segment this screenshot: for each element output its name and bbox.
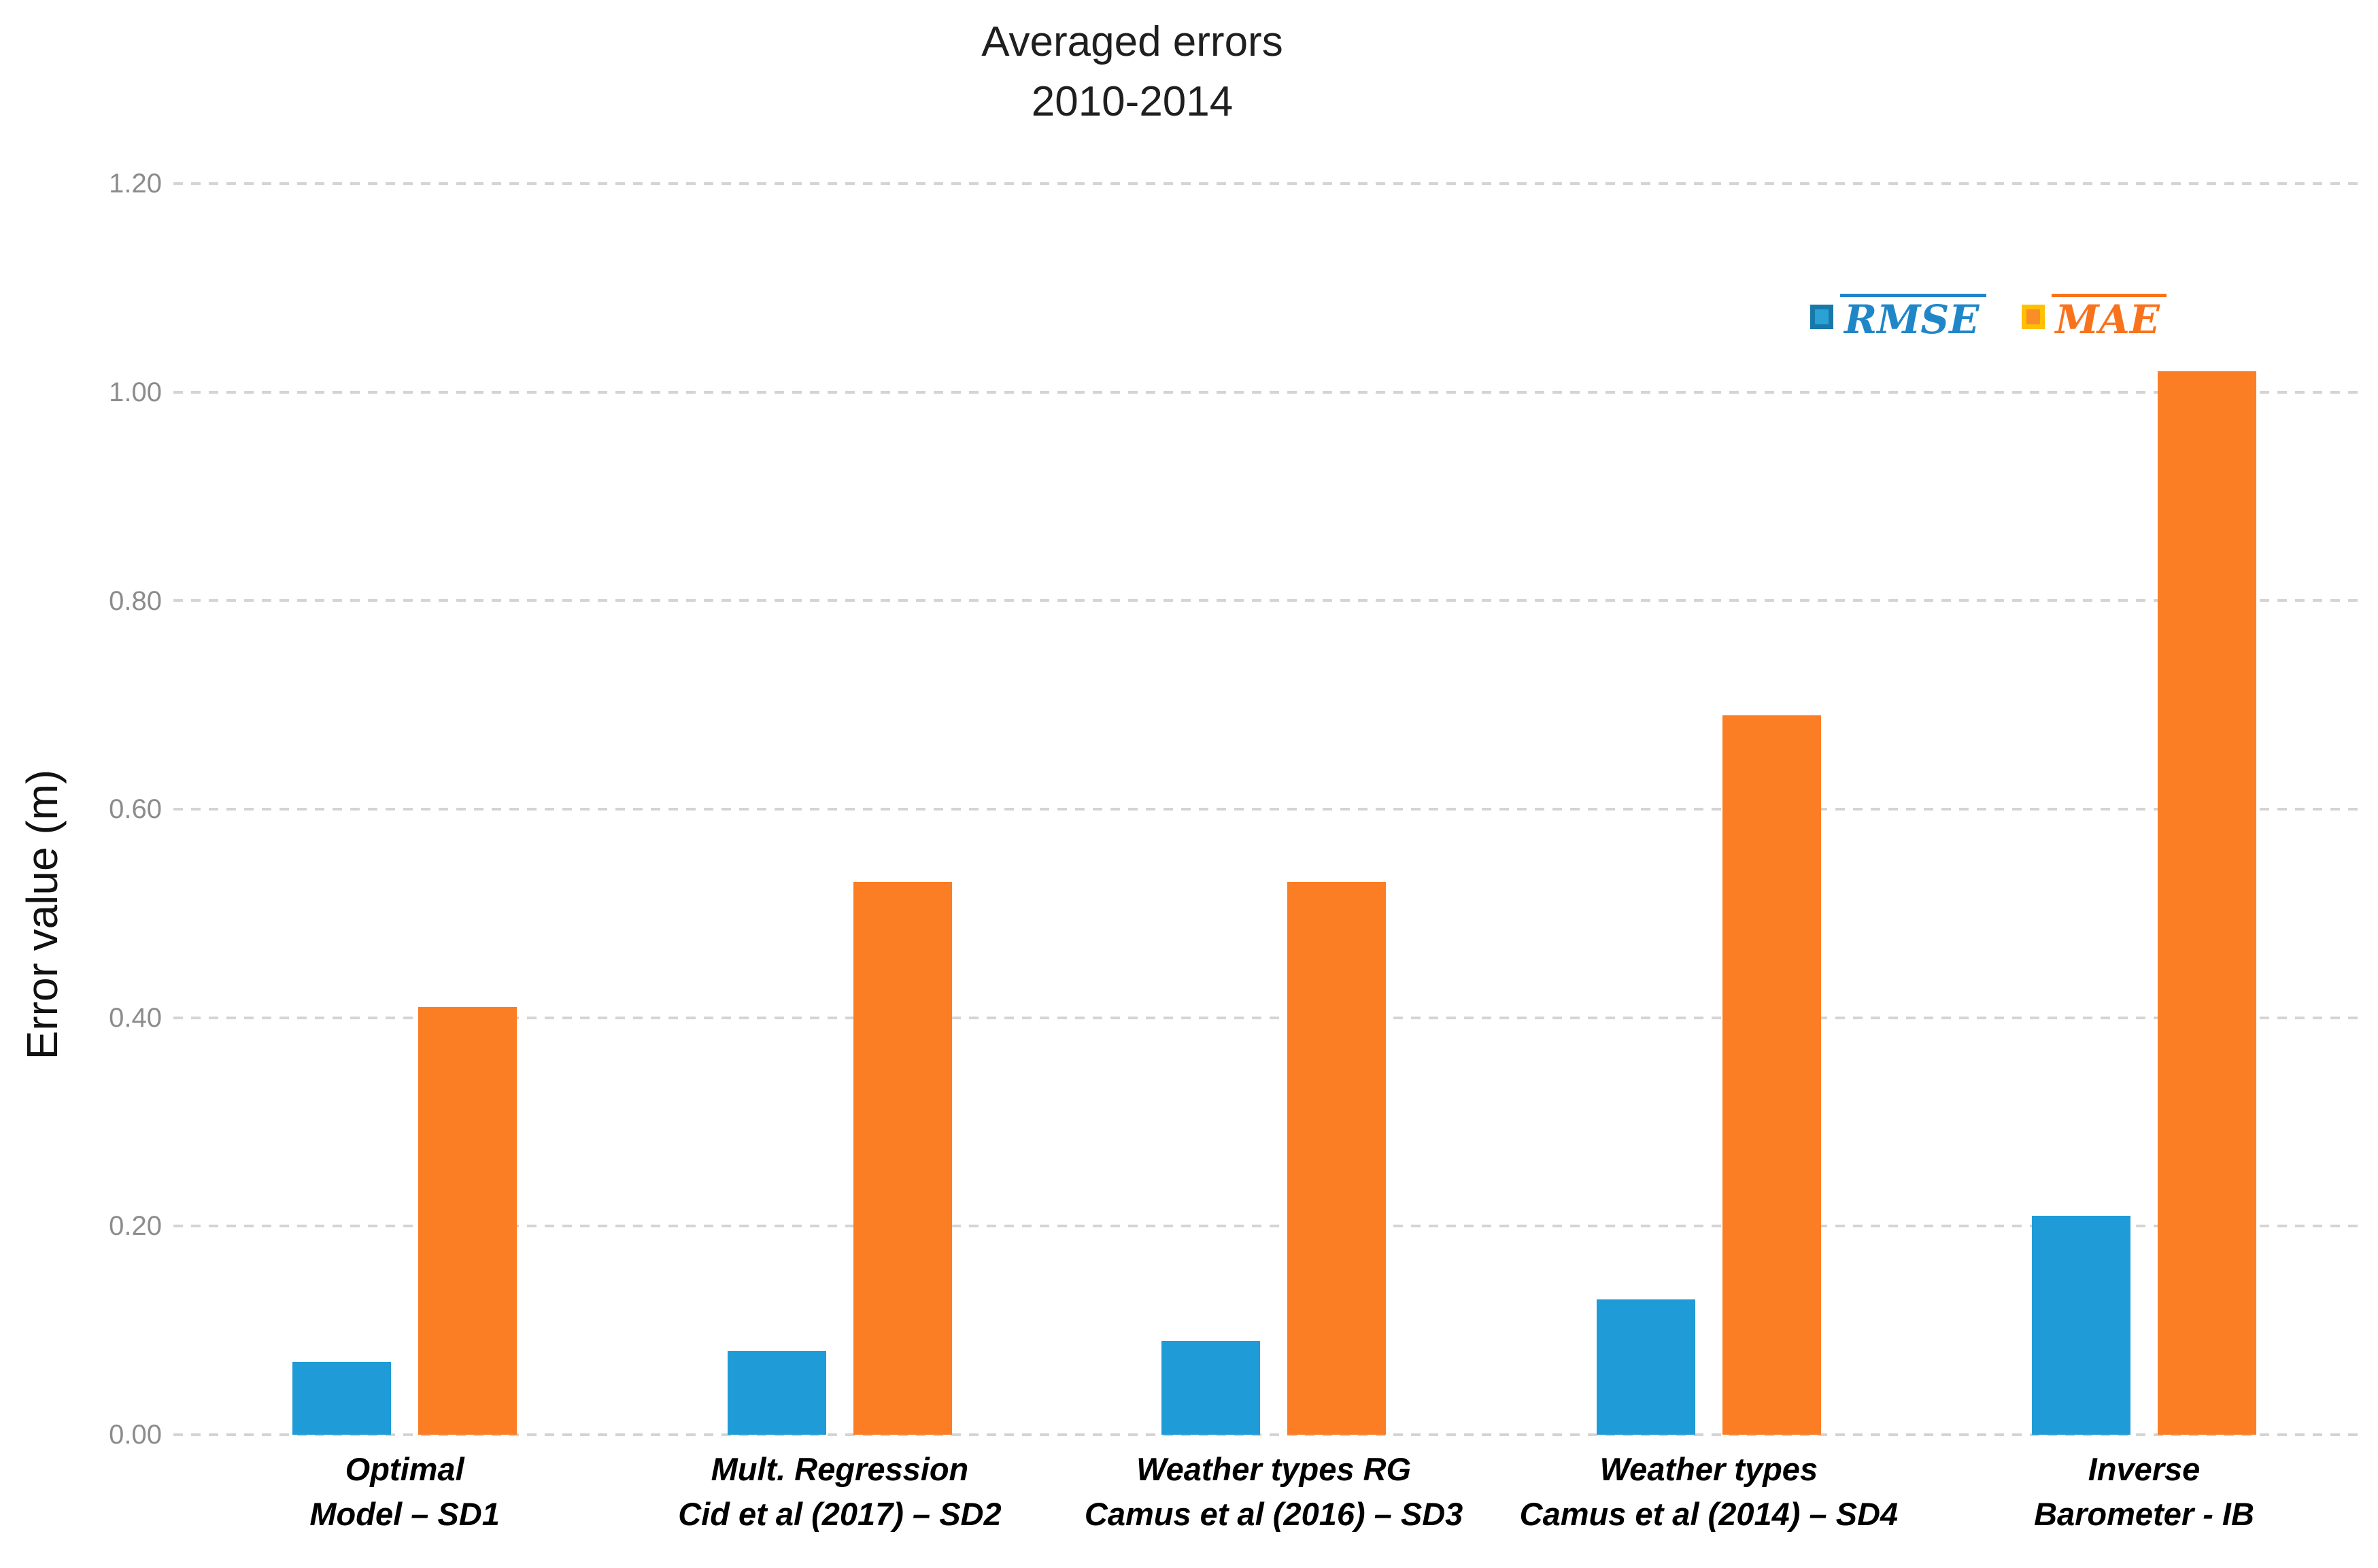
bar-mae-sd3 [1287, 882, 1387, 1435]
y-tick-label: 0.00 [109, 1420, 162, 1450]
gridline [173, 1433, 2360, 1436]
x-label-sd3: Weather types RG Camus et al (2016) – SD… [995, 1447, 1552, 1537]
x-label-line: Barometer - IB [2034, 1496, 2254, 1532]
y-tick-label: 0.60 [109, 794, 162, 824]
bar-rmse-sd2 [727, 1351, 826, 1435]
gridline [173, 1225, 2360, 1228]
y-tick-label: 1.20 [109, 169, 162, 199]
chart-title-line1: Averaged errors [981, 18, 1283, 65]
gridline [173, 1016, 2360, 1019]
rmse-swatch-icon [1810, 304, 1833, 329]
x-label-line: Camus et al (2016) – SD3 [1084, 1496, 1463, 1532]
y-tick-label: 0.80 [109, 586, 162, 616]
x-label-sd2: Mult. Regression Cid et al (2017) – SD2 [561, 1447, 1119, 1537]
gridline [173, 390, 2360, 394]
x-label-ib: Inverse Barometer - IB [1865, 1447, 2378, 1537]
chart-title-line2: 2010-2014 [1031, 78, 1234, 125]
bar-mae-sd2 [853, 882, 952, 1435]
y-tick-label: 0.20 [109, 1211, 162, 1241]
x-label-sd4: Weather types Camus et al (2014) – SD4 [1430, 1447, 1988, 1537]
bar-mae-sd1 [418, 1007, 517, 1435]
x-axis-labels: Optimal Model – SD1 Mult. Regression Cid… [173, 1447, 2360, 1563]
bar-rmse-sd1 [292, 1361, 392, 1435]
legend-item-mae: MAE [2021, 294, 2167, 339]
bar-group-sd1 [292, 184, 517, 1435]
x-label-line: Weather types [1599, 1451, 1818, 1487]
x-label-line: Cid et al (2017) – SD2 [678, 1496, 1002, 1532]
bar-group-ib [2032, 184, 2256, 1435]
chart-title: Averaged errors 2010-2014 [981, 12, 1283, 132]
gridline [173, 599, 2360, 602]
bar-rmse-sd4 [1596, 1299, 1695, 1435]
mae-swatch-icon [2021, 304, 2045, 329]
y-tick-label: 0.40 [109, 1003, 162, 1033]
bar-group-sd4 [1596, 184, 1821, 1435]
legend-label-rmse: RMSE [1840, 294, 1986, 339]
bar-group-sd3 [1161, 184, 1387, 1435]
plot-area [173, 182, 2360, 1436]
bar-rmse-sd3 [1161, 1341, 1261, 1435]
x-label-line: Weather types RG [1136, 1451, 1412, 1487]
x-label-line: Model – SD1 [309, 1496, 500, 1532]
x-label-line: Mult. Regression [711, 1451, 969, 1487]
legend-label-mae: MAE [2051, 294, 2167, 339]
legend: RMSE MAE [1810, 294, 2167, 339]
bar-rmse-ib [2032, 1216, 2130, 1435]
x-label-line: Camus et al (2014) – SD4 [1519, 1496, 1899, 1532]
y-tick-label: 1.00 [109, 377, 162, 407]
x-label-sd1: Optimal Model – SD1 [126, 1447, 683, 1537]
bar-group-sd2 [727, 184, 952, 1435]
gridline [173, 182, 2360, 185]
bar-mae-ib [2158, 371, 2256, 1435]
x-label-line: Optimal [345, 1451, 464, 1487]
gridline [173, 808, 2360, 811]
x-label-line: Inverse [2088, 1451, 2201, 1487]
bar-mae-sd4 [1722, 715, 1821, 1435]
legend-item-rmse: RMSE [1810, 294, 1986, 339]
